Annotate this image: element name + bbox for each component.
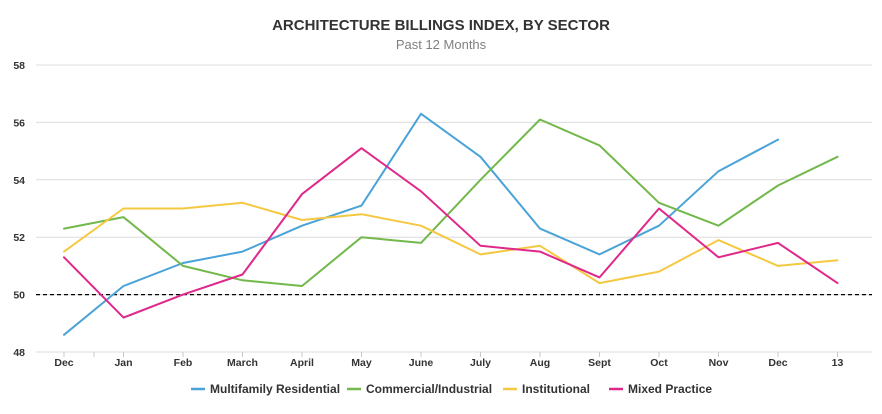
- data-point: [538, 249, 543, 254]
- data-point: [121, 215, 126, 220]
- data-point: [597, 275, 602, 280]
- legend-item-institutional: Institutional: [503, 382, 590, 396]
- y-axis-ticks: 48 50 52 54 56 58: [13, 60, 25, 359]
- data-point: [716, 223, 721, 228]
- legend-label: Institutional: [522, 382, 590, 396]
- series-line-institutional: [63, 201, 839, 285]
- data-point: [300, 192, 305, 197]
- data-point: [478, 243, 483, 248]
- data-point: [240, 272, 245, 277]
- data-point: [716, 169, 721, 174]
- data-point: [478, 252, 483, 257]
- data-point: [716, 238, 721, 243]
- series-line-multifamily-residential: [63, 112, 779, 336]
- data-point: [419, 111, 424, 116]
- x-tick-label: May: [351, 357, 372, 369]
- x-tick-label: Dec: [54, 357, 73, 369]
- data-point: [300, 223, 305, 228]
- data-point: [478, 154, 483, 159]
- data-point: [62, 255, 67, 260]
- data-point: [62, 249, 67, 254]
- y-tick-label: 48: [13, 347, 25, 359]
- data-point: [776, 183, 781, 188]
- data-point: [300, 217, 305, 222]
- data-point: [776, 240, 781, 245]
- x-axis-ticks: Dec Jan Feb March April May June July Aug Sept Oct…: [54, 352, 843, 369]
- data-point: [538, 243, 543, 248]
- data-point: [359, 235, 364, 240]
- data-point: [121, 283, 126, 288]
- data-point: [121, 206, 126, 211]
- data-point: [478, 177, 483, 182]
- x-tick-label: Jan: [114, 357, 132, 369]
- x-tick-label: Sept: [588, 357, 611, 369]
- series-multifamily-residential: [62, 111, 781, 337]
- data-point: [359, 212, 364, 217]
- legend-label: Multifamily Residential: [210, 382, 340, 396]
- x-tick-label: April: [290, 357, 314, 369]
- data-point: [240, 249, 245, 254]
- x-tick-label: Feb: [174, 357, 193, 369]
- data-point: [62, 332, 67, 337]
- data-point: [62, 226, 67, 231]
- x-tick-label: Dec: [768, 357, 787, 369]
- x-tick-label: March: [227, 357, 258, 369]
- series-commercial-industrial: [62, 117, 840, 288]
- data-point: [835, 281, 840, 286]
- x-tick-label: Aug: [530, 357, 550, 369]
- data-point: [776, 263, 781, 268]
- data-point: [181, 263, 186, 268]
- legend-item-commercial-industrial: Commercial/Industrial: [347, 382, 492, 396]
- data-point: [121, 315, 126, 320]
- x-tick-label: 13: [832, 357, 844, 369]
- data-point: [419, 189, 424, 194]
- data-point: [597, 143, 602, 148]
- series-line-mixed-practice: [63, 147, 839, 319]
- data-point: [181, 292, 186, 297]
- data-point: [359, 146, 364, 151]
- legend-label: Commercial/Industrial: [366, 382, 492, 396]
- y-tick-label: 50: [13, 290, 25, 302]
- series-line-commercial-industrial: [63, 118, 839, 287]
- data-point: [657, 200, 662, 205]
- chart-title: ARCHITECTURE BILLINGS INDEX, BY SECTOR: [272, 17, 610, 34]
- x-tick-label: July: [470, 357, 491, 369]
- data-point: [597, 252, 602, 257]
- data-point: [419, 240, 424, 245]
- data-point: [597, 281, 602, 286]
- series-institutional: [62, 200, 840, 286]
- y-tick-label: 54: [13, 175, 25, 187]
- data-point: [419, 223, 424, 228]
- data-point: [657, 206, 662, 211]
- legend: Multifamily Residential Commercial/Indust…: [191, 382, 712, 396]
- data-point: [657, 269, 662, 274]
- data-point: [240, 278, 245, 283]
- legend-label: Mixed Practice: [628, 382, 712, 396]
- data-point: [538, 117, 543, 122]
- data-point: [716, 255, 721, 260]
- data-point: [776, 137, 781, 142]
- gridlines: [36, 64, 872, 353]
- y-tick-label: 56: [13, 117, 25, 129]
- data-point: [359, 203, 364, 208]
- data-point: [835, 154, 840, 159]
- data-point: [657, 223, 662, 228]
- x-tick-label: June: [409, 357, 434, 369]
- chart-subtitle: Past 12 Months: [396, 37, 487, 52]
- data-point: [240, 200, 245, 205]
- x-tick-label: Oct: [650, 357, 668, 369]
- y-tick-label: 52: [13, 232, 25, 244]
- legend-item-mixed-practice: Mixed Practice: [609, 382, 712, 396]
- x-tick-label: Nov: [709, 357, 729, 369]
- data-point: [300, 283, 305, 288]
- data-point: [538, 226, 543, 231]
- series-lines: [62, 111, 840, 337]
- series-mixed-practice: [62, 146, 840, 320]
- legend-item-multifamily-residential: Multifamily Residential: [191, 382, 340, 396]
- data-point: [835, 258, 840, 263]
- y-tick-label: 58: [13, 60, 25, 72]
- data-point: [181, 206, 186, 211]
